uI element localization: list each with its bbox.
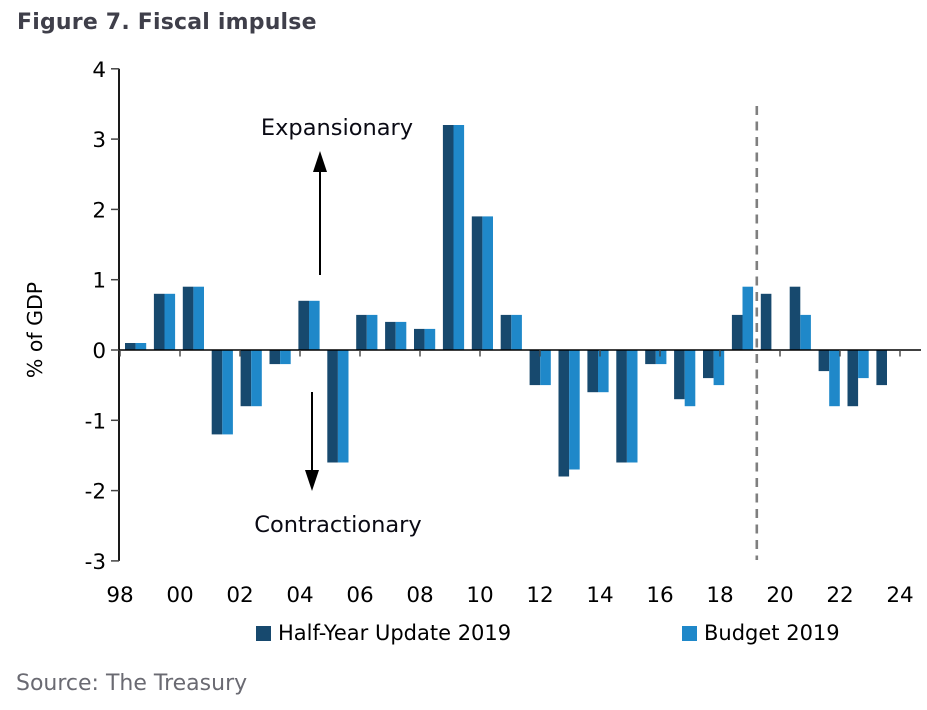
bar-budget-2022: [829, 350, 840, 407]
legend-label-half-year-update: Half-Year Update 2019: [278, 621, 512, 645]
bar-half-year-update-2011: [500, 314, 512, 350]
bar-budget-2008: [424, 328, 436, 350]
bar-budget-2014: [598, 350, 609, 393]
x-tick-label: 10: [466, 583, 493, 608]
annotation-contractionary: Contractionary: [254, 512, 421, 538]
down-arrow-head: [305, 470, 319, 491]
bar-budget-2021: [800, 314, 811, 350]
bar-half-year-update-2020: [760, 293, 772, 350]
y-tick-label: 4: [92, 58, 106, 83]
bar-half-year-update-2006: [356, 314, 367, 350]
annotation-expansionary: Expansionary: [261, 115, 413, 141]
x-tick-label: 04: [286, 583, 313, 608]
x-tick-label: 08: [406, 583, 433, 608]
source-note: Source: The Treasury: [16, 671, 248, 696]
bar-budget-2000: [193, 286, 204, 350]
y-tick-label: 1: [92, 269, 106, 294]
bar-half-year-update-1998: [125, 343, 136, 350]
y-tick-label: 0: [92, 339, 106, 364]
bar-half-year-update-2002: [240, 350, 252, 407]
x-tick-label: 14: [586, 583, 613, 608]
bar-budget-2001: [222, 350, 233, 435]
bar-half-year-update-2014: [587, 350, 598, 393]
x-tick-label: 98: [106, 583, 133, 608]
bar-half-year-update-2017: [674, 350, 685, 400]
bar-budget-2007: [395, 321, 407, 350]
bar-budget-1998: [135, 343, 147, 350]
bar-half-year-update-2022: [818, 350, 830, 372]
x-tick-label: 12: [526, 583, 553, 608]
bar-budget-2005: [337, 350, 349, 463]
bar-half-year-update-2010: [471, 216, 483, 350]
y-axis-title: % of GDP: [23, 282, 47, 378]
bar-half-year-update-2001: [211, 350, 223, 435]
legend-label-budget: Budget 2019: [704, 621, 840, 645]
y-tick-label: -3: [85, 550, 106, 575]
bar-half-year-update-2018: [703, 350, 714, 379]
x-tick-label: 18: [706, 583, 733, 608]
bar-half-year-update-2015: [616, 350, 627, 463]
bar-budget-2009: [453, 125, 465, 350]
legend-swatch-half-year-update: [256, 625, 271, 641]
bar-half-year-update-2016: [645, 350, 656, 365]
x-tick-label: 20: [766, 583, 793, 608]
bar-half-year-update-2013: [558, 350, 570, 477]
bar-half-year-update-2008: [414, 328, 425, 350]
bar-budget-2015: [626, 350, 638, 463]
bar-budget-2019: [742, 286, 754, 350]
bar-half-year-update-2023: [847, 350, 859, 407]
bar-budget-2011: [511, 314, 522, 350]
legend-item-budget: Budget 2019: [682, 620, 840, 646]
bar-budget-2003: [280, 350, 291, 365]
bar-half-year-update-2012: [529, 350, 541, 386]
chart-legend: Half-Year Update 2019 Budget 2019: [0, 620, 927, 646]
bar-budget-2016: [655, 350, 667, 365]
bar-half-year-update-2009: [442, 125, 454, 350]
bar-budget-2012: [540, 350, 551, 386]
bar-half-year-update-2000: [182, 286, 194, 350]
bar-budget-2018: [713, 350, 725, 386]
bar-budget-2004: [309, 300, 320, 350]
y-tick-label: 3: [92, 128, 106, 153]
bar-budget-2006: [366, 314, 378, 350]
x-tick-label: 02: [226, 583, 253, 608]
bar-half-year-update-2004: [298, 300, 309, 350]
bar-budget-2017: [684, 350, 696, 407]
x-tick-label: 06: [346, 583, 373, 608]
x-tick-label: 24: [886, 583, 913, 608]
x-tick-label: 16: [646, 583, 673, 608]
bar-half-year-update-2007: [385, 321, 396, 350]
x-tick-label: 00: [166, 583, 193, 608]
y-tick-label: 2: [92, 198, 106, 223]
bar-budget-1999: [164, 293, 176, 350]
bar-budget-2010: [482, 216, 493, 350]
bar-half-year-update-2021: [789, 286, 801, 350]
bar-half-year-update-2003: [269, 350, 281, 365]
bar-budget-2013: [569, 350, 580, 470]
bar-budget-2002: [251, 350, 262, 407]
up-arrow-head: [313, 151, 327, 172]
legend-item-half-year-update: Half-Year Update 2019: [256, 620, 511, 646]
x-tick-label: 22: [826, 583, 853, 608]
y-tick-label: -1: [85, 409, 106, 434]
bar-half-year-update-2005: [327, 350, 338, 463]
bar-budget-2023: [858, 350, 869, 379]
figure-title: Figure 7. Fiscal impulse: [17, 10, 317, 35]
bar-half-year-update-2019: [731, 314, 743, 350]
legend-swatch-budget: [682, 625, 697, 641]
y-tick-label: -2: [85, 480, 106, 505]
bar-half-year-update-2024: [876, 350, 887, 386]
bar-half-year-update-1999: [153, 293, 165, 350]
